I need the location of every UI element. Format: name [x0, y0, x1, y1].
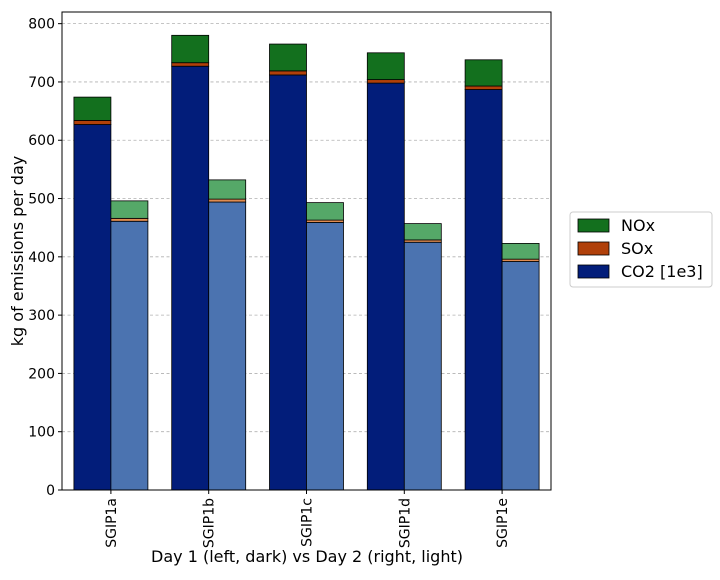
bar-segment-sox-day1	[269, 70, 307, 76]
y-tick-label: 500	[28, 192, 55, 208]
bar-segment-sox-day1	[171, 62, 210, 67]
x-tick-label: SGIP1b	[202, 498, 218, 548]
bar-segment-co2-1e3-day2	[306, 222, 344, 491]
bar-segment-sox-day2	[208, 198, 247, 203]
y-tick-label: 0	[46, 483, 55, 499]
bar-segment-nox-day2	[306, 202, 344, 221]
x-tick-label: SGIP1a	[104, 498, 120, 548]
y-axis-label: kg of emissions per day	[8, 156, 27, 346]
legend-label: SOx	[621, 239, 653, 258]
bar-segment-nox-day2	[501, 243, 540, 260]
x-tick-label: SGIP1d	[397, 498, 413, 548]
bar-segment-co2-1e3-day2	[501, 261, 540, 491]
legend-label: NOx	[621, 216, 655, 235]
bar-segment-co2-1e3-day1	[171, 65, 210, 491]
bar-segment-nox-day1	[269, 43, 307, 72]
bar-segment-sox-day1	[73, 120, 112, 125]
x-axis: SGIP1a SGIP1b SGIP1c SGIP1d SGIP1e	[104, 490, 511, 548]
bar-segment-co2-1e3-day2	[208, 201, 247, 491]
bar-segment-nox-day1	[73, 96, 112, 121]
bar-segment-nox-day2	[208, 179, 247, 200]
y-tick-label: 800	[28, 17, 55, 33]
x-tick-label: SGIP1e	[495, 498, 511, 548]
legend-swatch	[577, 241, 610, 256]
bar-segment-sox-day1	[464, 85, 503, 90]
y-axis: 0 100 200 300 400 500 600 700 800	[28, 17, 62, 499]
y-tick-label: 600	[28, 133, 55, 149]
x-axis-label: Day 1 (left, dark) vs Day 2 (right, ligh…	[151, 547, 463, 566]
y-tick-label: 300	[28, 308, 55, 324]
y-tick-label: 200	[28, 366, 55, 382]
legend-label: CO2 [1e3]	[621, 262, 703, 281]
x-tick-label: SGIP1c	[300, 498, 316, 547]
bar-segment-co2-1e3-day1	[464, 89, 503, 491]
bar-segment-nox-day1	[366, 52, 405, 81]
legend-swatch	[577, 218, 610, 233]
bar-segment-nox-day2	[110, 200, 149, 219]
bar-segment-sox-day2	[110, 217, 149, 222]
bar-segment-sox-day1	[366, 79, 405, 84]
bar-segment-nox-day1	[171, 34, 210, 64]
bar-segment-co2-1e3-day1	[269, 74, 307, 491]
legend-swatch	[577, 264, 610, 279]
bar-segment-co2-1e3-day1	[366, 82, 405, 491]
bar-segment-co2-1e3-day1	[73, 124, 112, 491]
bar-segment-nox-day1	[464, 59, 503, 87]
bar-segment-co2-1e3-day2	[403, 241, 442, 491]
legend: NOx SOx CO2 [1e3]	[569, 211, 713, 288]
y-tick-label: 100	[28, 425, 55, 441]
bar-segment-nox-day2	[403, 223, 442, 241]
bar-segment-co2-1e3-day2	[110, 220, 149, 491]
y-tick-label: 400	[28, 250, 55, 266]
y-tick-label: 700	[28, 75, 55, 91]
